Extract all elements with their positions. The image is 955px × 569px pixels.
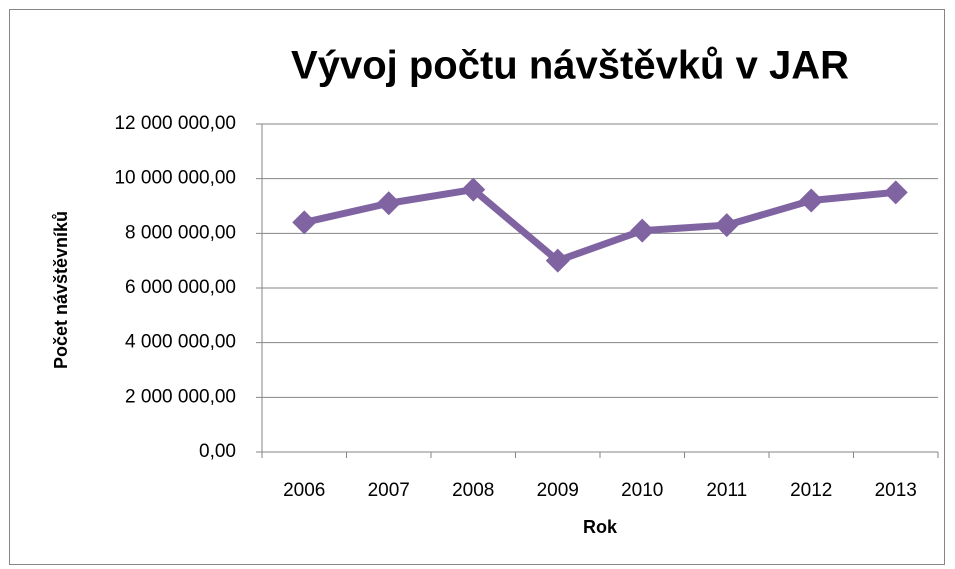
x-tick-label: 2011 [706,480,747,501]
line [303,186,897,265]
marker [545,248,570,273]
marker [376,191,401,216]
y-tick-label: 8 000 000,00 [125,222,236,243]
x-tick-label: 2013 [875,480,917,501]
marker [461,177,486,202]
chart-title: Vývoj počtu návštěvků v JAR [291,44,849,88]
x-tick-label: 2012 [790,480,832,501]
y-tick-label: 2 000 000,00 [125,386,236,407]
y-tick-label: 0,00 [199,441,236,462]
x-tick-label: 2009 [537,480,579,501]
x-tick-label: 2010 [621,480,663,501]
marker [292,210,317,235]
marker [714,213,739,238]
marker [799,188,824,213]
y-tick-label: 4 000 000,00 [125,332,236,353]
y-tick-label: 12 000 000,00 [114,113,236,134]
x-tick-label: 2007 [368,480,410,501]
marker [630,218,655,243]
y-axis-label: Počet návštěvníků [51,211,71,369]
y-tick-label: 10 000 000,00 [114,168,236,189]
x-tick-label: 2006 [283,480,325,501]
marker [883,180,908,205]
x-tick-label: 2008 [452,480,494,501]
chart-border [9,9,945,565]
x-axis-label: Rok [583,517,618,537]
y-tick-label: 6 000 000,00 [125,277,236,298]
